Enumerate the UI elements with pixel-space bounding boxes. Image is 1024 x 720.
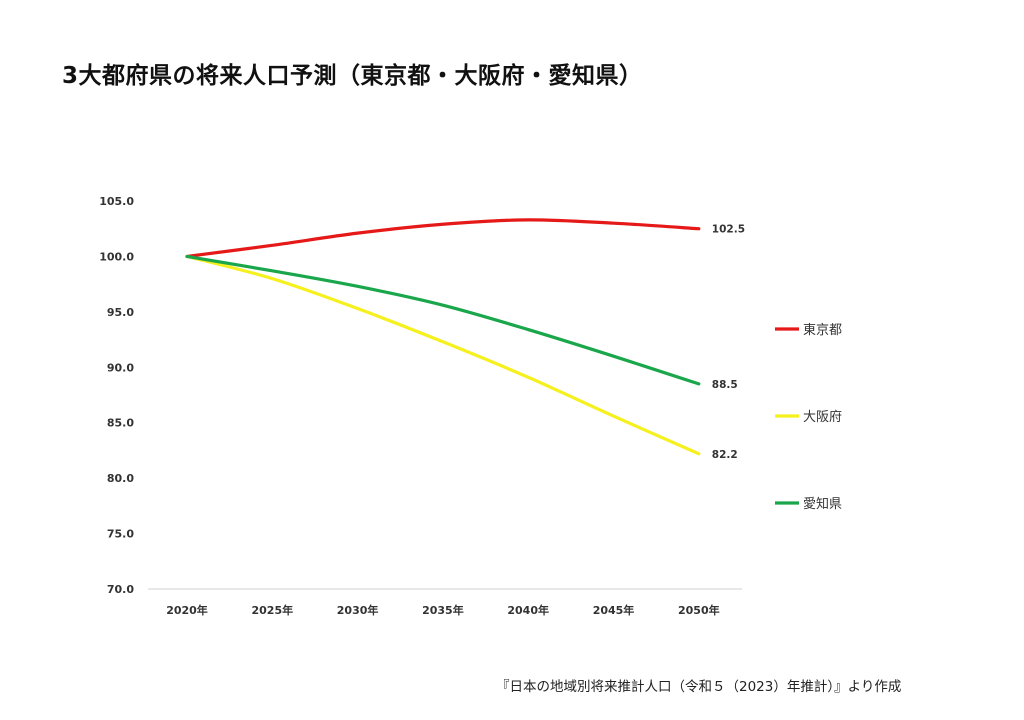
x-tick-label: 2030年 — [337, 603, 379, 617]
x-tick-label: 2035年 — [422, 603, 464, 617]
y-axis-ticks: 105.0 100.0 95.0 90.0 85.0 80.0 75.0 70.0 — [99, 195, 134, 596]
y-tick-label: 70.0 — [107, 583, 134, 596]
series-line-0 — [185, 218, 701, 259]
end-value-label: 102.5 — [712, 224, 745, 236]
end-value-label: 82.2 — [712, 449, 738, 461]
legend-item: 東京都 — [775, 322, 842, 338]
legend-item: 大阪府 — [775, 410, 842, 425]
x-tick-label: 2020年 — [166, 603, 208, 617]
y-tick-label: 80.0 — [107, 472, 134, 485]
end-labels: 102.5 82.2 88.5 — [712, 224, 745, 461]
legend-label: 大阪府 — [803, 410, 842, 425]
y-tick-label: 75.0 — [107, 528, 134, 541]
x-tick-label: 2045年 — [593, 603, 635, 617]
legend-label: 愛知県 — [803, 496, 842, 512]
y-tick-label: 100.0 — [99, 250, 134, 263]
x-axis-ticks: 2020年 2025年 2030年 2035年 2040年 2045年 2050年 — [166, 603, 719, 617]
source-note: 『日本の地域別将来推計人口（令和５（2023）年推計）』より作成 — [496, 679, 902, 695]
y-tick-label: 105.0 — [99, 195, 134, 208]
x-tick-label: 2025年 — [251, 603, 293, 617]
legend-label: 東京都 — [803, 322, 842, 338]
y-tick-label: 95.0 — [107, 306, 134, 319]
series-line-2 — [185, 254, 701, 386]
x-tick-label: 2040年 — [507, 603, 549, 617]
chart-title: 3大都府県の将来人口予測（東京都・大阪府・愛知県） — [62, 63, 643, 89]
y-tick-label: 85.0 — [107, 417, 134, 430]
x-tick-label: 2050年 — [678, 603, 720, 617]
legend-item: 愛知県 — [775, 496, 842, 512]
series-line-1 — [185, 254, 701, 456]
series-lines — [185, 218, 701, 456]
y-tick-label: 90.0 — [107, 361, 134, 374]
end-value-label: 88.5 — [712, 379, 738, 391]
